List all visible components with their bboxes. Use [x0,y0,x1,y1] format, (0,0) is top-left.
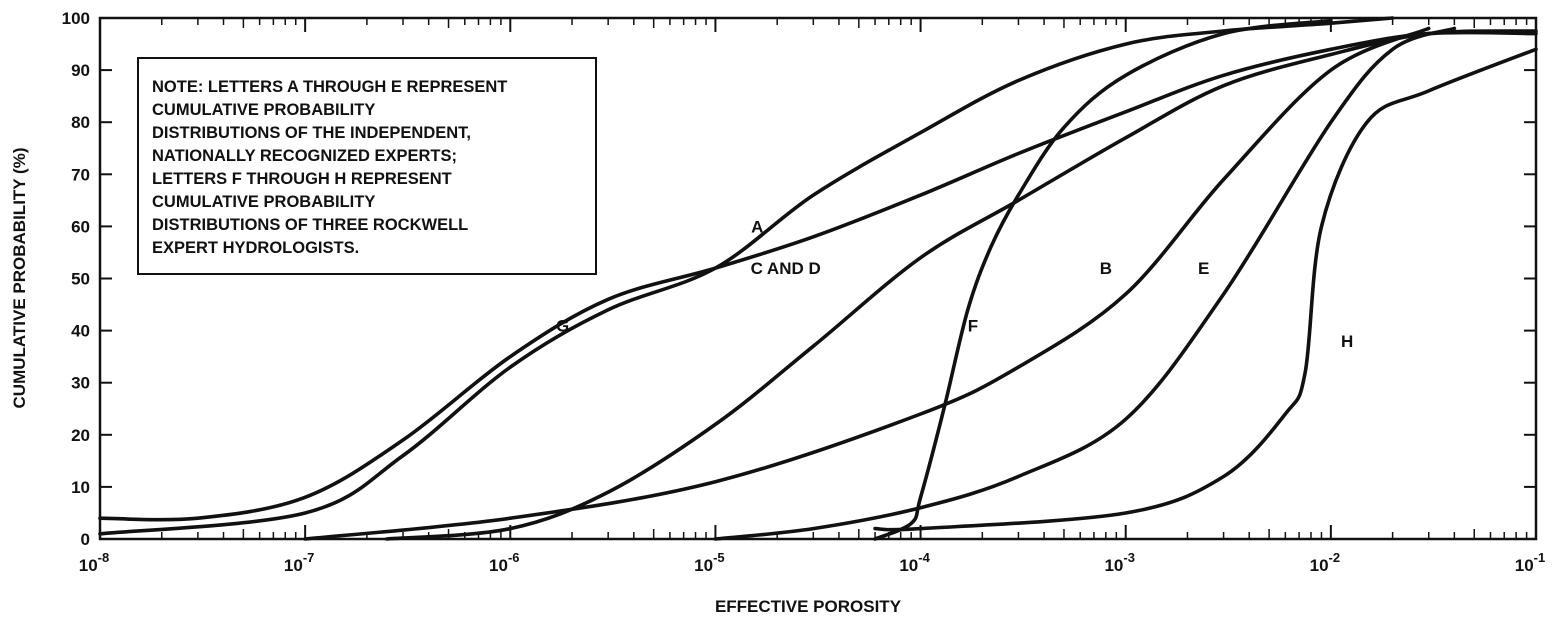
note-line: EXPERT HYDROLOGISTS. [152,239,359,257]
x-tick-label: 10-2 [1310,550,1340,575]
note-box: NOTE: LETTERS A THROUGH E REPRESENT CUMU… [137,57,597,275]
x-tick-label: 10-3 [1104,550,1134,575]
note-line: LETTERS F THROUGH H REPRESENT [152,170,452,188]
y-tick-label: 0 [81,530,90,549]
curve-label-a: A [751,217,763,236]
x-axis-title: EFFECTIVE POROSITY [715,597,902,616]
curve-g [98,30,1538,522]
y-tick-label: 60 [71,217,90,236]
x-tick-label: 10-6 [489,550,519,575]
y-tick-label: 50 [71,270,90,289]
curve-label-g: G [556,316,569,335]
y-tick-label: 80 [71,113,90,132]
curve-label-c-and-d: C AND D [751,259,821,278]
x-tick-label: 10-7 [284,550,314,575]
y-tick-label: 10 [71,478,90,497]
note-box-border [137,57,597,275]
curve-h [873,47,1538,532]
x-tick-label: 10-8 [79,550,109,575]
curve-a [98,16,1395,536]
y-tick-label: 20 [71,426,90,445]
curve-b [303,26,1431,541]
curve-label-e: E [1198,259,1209,278]
x-tick-label: 10-5 [694,550,724,575]
x-tick-label: 10-4 [899,550,930,575]
y-tick-label: 70 [71,165,90,184]
note-line: CUMULATIVE PROBABILITY [152,101,375,119]
curve-label-f: F [968,316,978,335]
y-axis-title: CUMULATIVE PROBABILITY (%) [10,148,29,409]
x-tick-label: 10-1 [1515,550,1545,575]
note-line: DISTRIBUTIONS OF THE INDEPENDENT, [152,124,471,142]
curve-c-and-d [385,29,1538,541]
curve-label-b: B [1100,259,1112,278]
curve-label-h: H [1341,332,1353,351]
y-tick-label: 30 [71,374,90,393]
curve-f [873,18,1333,541]
note-line: NATIONALLY RECOGNIZED EXPERTS; [152,147,457,165]
y-tick-label: 40 [71,322,90,341]
note-line: CUMULATIVE PROBABILITY [152,193,375,211]
y-tick-label: 100 [62,9,90,28]
y-tick-label: 90 [71,61,90,80]
curve-e [713,26,1457,541]
note-line: NOTE: LETTERS A THROUGH E REPRESENT [152,78,507,96]
note-line: DISTRIBUTIONS OF THREE ROCKWELL [152,216,468,234]
